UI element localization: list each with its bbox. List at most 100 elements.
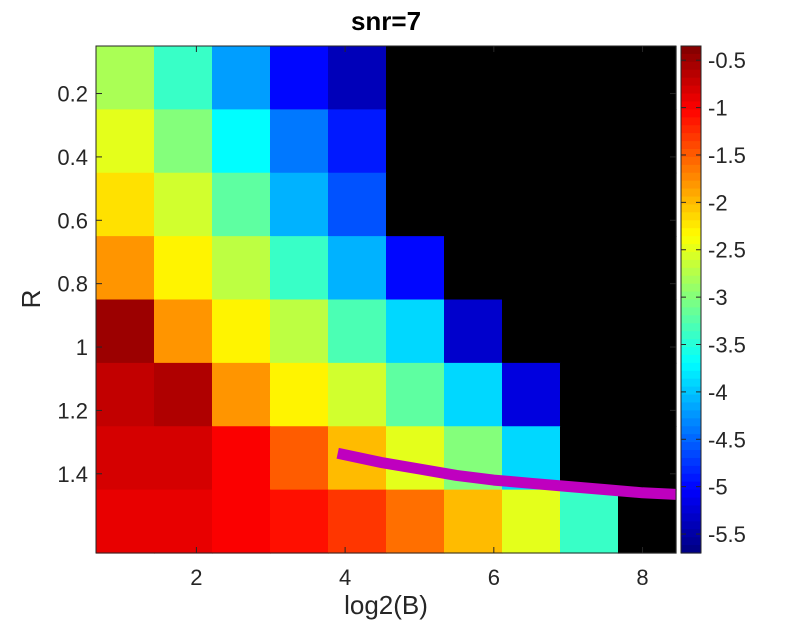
heatmap-cell	[328, 362, 387, 427]
heatmap-cell	[154, 426, 213, 491]
colorbar-segment	[681, 283, 701, 293]
heatmap-cell	[560, 362, 619, 427]
heatmap-cell	[270, 489, 329, 554]
heatmap-cell	[270, 299, 329, 364]
heatmap-cell	[618, 489, 677, 554]
y-tick-label: 0.2	[57, 82, 88, 107]
colorbar-segment	[681, 275, 701, 285]
colorbar-segment	[681, 497, 701, 507]
colorbar-segment	[681, 291, 701, 301]
heatmap-cell	[386, 489, 445, 554]
colorbar-tick-label: -1	[708, 96, 728, 121]
heatmap-cell	[212, 109, 271, 174]
colorbar-segment	[681, 204, 701, 213]
colorbar-segment	[681, 125, 701, 134]
colorbar-segment	[681, 370, 701, 380]
heatmap-cell	[328, 489, 387, 554]
colorbar-segment	[681, 188, 701, 198]
colorbar-segment	[681, 196, 701, 206]
heatmap-cell	[212, 362, 271, 427]
colorbar-segment	[681, 513, 701, 522]
colorbar-segment	[681, 148, 701, 158]
heatmap-cell	[328, 46, 387, 110]
heatmap-cell	[444, 172, 503, 237]
heatmap-cell	[618, 109, 677, 174]
x-axis-ticks: 2 4 6 8	[190, 46, 649, 590]
x-tick-label: 2	[190, 565, 202, 590]
heatmap-cell	[618, 362, 677, 427]
colorbar-segment	[681, 347, 701, 356]
colorbar-segment	[681, 259, 701, 269]
heatmap-cell	[560, 109, 619, 174]
heatmap-cell	[618, 426, 677, 491]
heatmap-cell	[444, 489, 503, 554]
heatmap-cell	[96, 46, 155, 110]
colorbar-segment	[681, 410, 701, 419]
colorbar-segment	[681, 46, 701, 55]
colorbar-segment	[681, 251, 701, 261]
colorbar-tick-label: -1.5	[708, 143, 746, 168]
colorbar-tick-label: -5.5	[708, 522, 746, 547]
heatmap-cell	[502, 489, 561, 554]
heatmap-cell	[270, 236, 329, 301]
heatmap-cell	[96, 362, 155, 427]
colorbar-segment	[681, 331, 701, 340]
colorbar-segment	[681, 228, 701, 237]
colorbar-segment	[681, 378, 701, 388]
colorbar-segment	[681, 394, 701, 404]
colorbar-segment	[681, 172, 701, 182]
heatmap-cell	[96, 109, 155, 174]
colorbar-segment	[681, 362, 701, 372]
heatmap-cell	[560, 172, 619, 237]
colorbar-segment	[681, 315, 701, 324]
colorbar-segment	[681, 236, 701, 245]
heatmap-cell	[618, 299, 677, 364]
colorbar-segment	[681, 481, 701, 491]
heatmap-cell	[154, 489, 213, 554]
colorbar-tick-label: -4	[708, 380, 728, 405]
heatmap-cell	[560, 299, 619, 364]
colorbar-tick-label: -5	[708, 475, 728, 500]
colorbar-segment	[681, 244, 701, 253]
colorbar-segment	[681, 109, 701, 118]
heatmap-cell	[444, 109, 503, 174]
heatmap-cell	[560, 426, 619, 491]
heatmap-cell	[386, 109, 445, 174]
heatmap-cell	[386, 46, 445, 110]
heatmap-cell	[502, 236, 561, 301]
heatmap-cell	[212, 299, 271, 364]
colorbar-segment	[681, 117, 701, 126]
overlay-line	[336, 447, 677, 500]
colorbar-segment	[681, 156, 701, 166]
heatmap-cell	[96, 299, 155, 364]
y-tick-label: 0.6	[57, 208, 88, 233]
heatmap-cell	[502, 299, 561, 364]
colorbar-segment	[681, 386, 701, 396]
heatmap-cell	[386, 299, 445, 364]
heatmap-cell	[328, 236, 387, 301]
x-tick-label: 8	[636, 565, 648, 590]
colorbar-segment	[681, 61, 701, 71]
heatmap-cell	[212, 489, 271, 554]
heatmap-cell	[386, 362, 445, 427]
colorbar-segment	[681, 545, 701, 554]
heatmap-cell	[328, 172, 387, 237]
heatmap-cell	[444, 46, 503, 110]
colorbar-segment	[681, 505, 701, 514]
heatmap-cell	[502, 362, 561, 427]
colorbar-segment	[681, 180, 701, 190]
heatmap-cell	[270, 46, 329, 110]
heatmap-cell	[212, 426, 271, 491]
heatmap-cell	[444, 236, 503, 301]
heatmap-cell	[154, 109, 213, 174]
heatmap-cell	[502, 46, 561, 110]
colorbar: -0.5 -1 -1.5 -2 -2.5 -3 -3.5 -4 -4.5 -5 -5.5	[680, 45, 746, 554]
colorbar-tick-label: -3	[708, 285, 728, 310]
heatmap-cell	[618, 236, 677, 301]
y-tick-label: 0.8	[57, 272, 88, 297]
colorbar-segment	[681, 457, 701, 467]
y-tick-label: 0.4	[57, 145, 88, 170]
heatmap-cell	[270, 426, 329, 491]
colorbar-tick-label: -2.5	[708, 238, 746, 263]
